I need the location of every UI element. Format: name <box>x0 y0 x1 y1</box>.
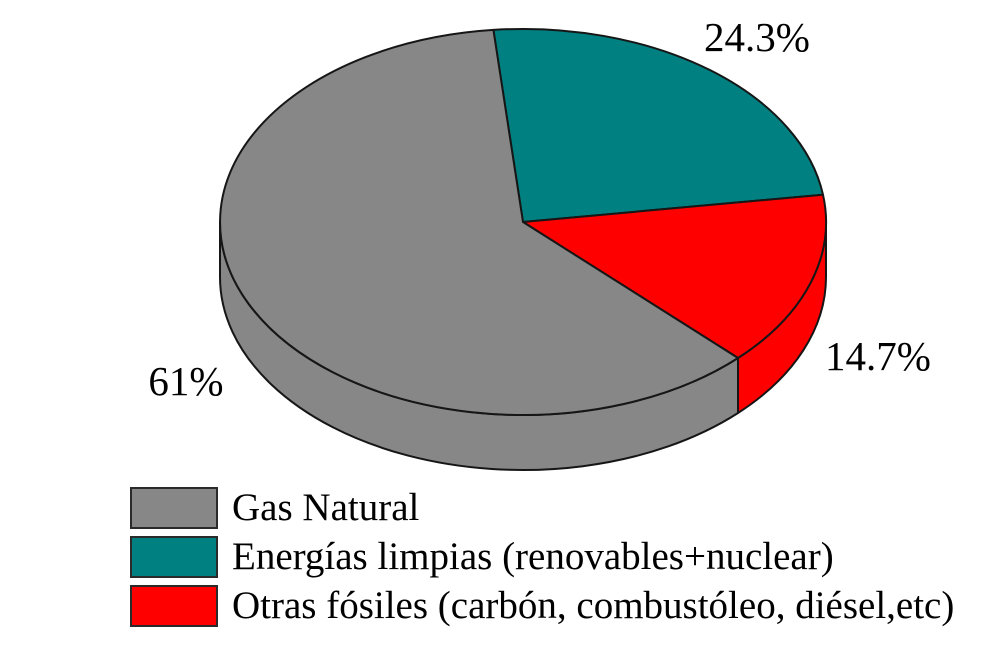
slice-label-energias-limpias: 24.3% <box>704 14 810 60</box>
legend-label-energias-limpias: Energías limpias (renovables+nuclear) <box>232 534 834 578</box>
legend-label-gas-natural: Gas Natural <box>232 485 420 529</box>
legend-swatch-otras-fosiles <box>130 585 218 627</box>
legend-item-gas-natural: Gas Natural <box>130 487 954 529</box>
legend-item-otras-fosiles: Otras fósiles (carbón, combustóleo, diés… <box>130 585 954 627</box>
legend-swatch-gas-natural <box>130 487 218 529</box>
legend-label-otras-fosiles: Otras fósiles (carbón, combustóleo, diés… <box>232 583 955 627</box>
legend-item-energias-limpias: Energías limpias (renovables+nuclear) <box>130 536 954 578</box>
slice-label-gas-natural: 61% <box>148 358 224 404</box>
slice-label-otras-fosiles: 14.7% <box>825 333 931 379</box>
legend-swatch-energias-limpias <box>130 536 218 578</box>
legend: Gas Natural Energías limpias (renovables… <box>130 487 954 634</box>
